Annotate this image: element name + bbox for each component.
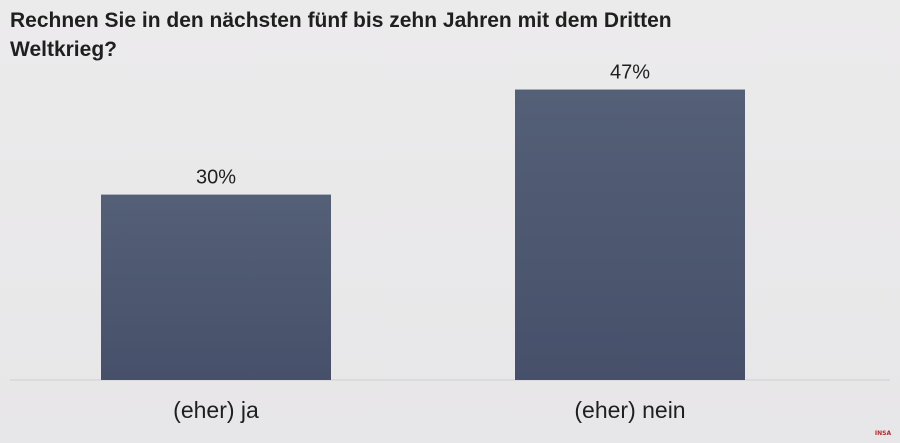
insa-logo: INSA xyxy=(874,430,892,437)
category-label-0: (eher) ja xyxy=(173,397,259,423)
bar-1 xyxy=(515,89,745,380)
value-label-0: 30% xyxy=(196,167,236,189)
bar-0 xyxy=(101,194,331,380)
value-label-1: 47% xyxy=(610,62,650,84)
category-label-1: (eher) nein xyxy=(574,397,685,423)
chart-title: Rechnen Sie in den nächsten fünf bis zeh… xyxy=(10,9,672,61)
